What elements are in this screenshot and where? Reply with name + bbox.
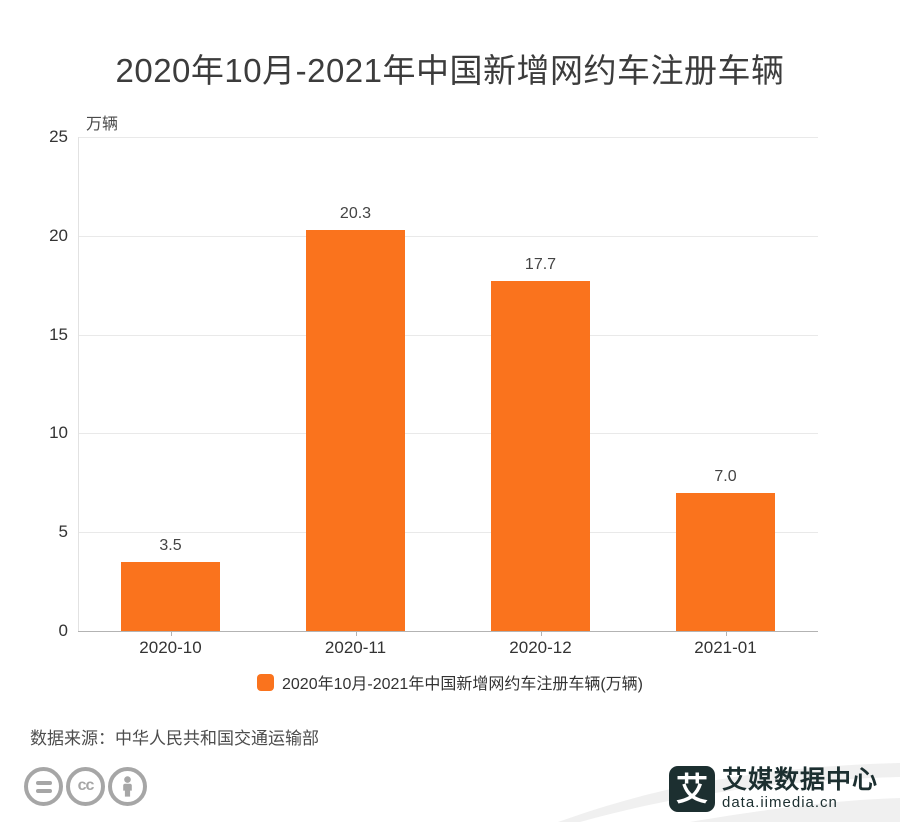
x-axis-line (78, 631, 818, 632)
bar-value-label: 3.5 (159, 536, 182, 554)
equals-icon[interactable] (24, 767, 63, 806)
bar-value-label: 20.3 (339, 204, 372, 222)
gridline (78, 532, 818, 534)
license-icons: cc (24, 767, 147, 806)
x-axis-tick (725, 631, 727, 636)
x-axis-tick (170, 631, 172, 636)
bar-2020-10[interactable] (121, 561, 220, 631)
gridline (78, 137, 818, 138)
legend[interactable]: 2020年10月-2021年中国新增网约车注册车辆(万辆) (0, 670, 900, 694)
x-axis-label-2020-11: 2020-11 (324, 638, 387, 657)
brand-glyph-icon: 艾 (668, 766, 715, 812)
legend-label: 2020年10月-2021年中国新增网约车注册车辆(万辆) (282, 676, 643, 693)
bar-2021-01[interactable] (676, 492, 775, 631)
attribution-person-icon[interactable] (108, 767, 147, 806)
bar-value-label: 17.7 (524, 256, 557, 274)
y-axis-tick-label: 20 (49, 225, 68, 245)
x-axis-label-2021-01: 2021-01 (694, 638, 757, 657)
x-axis-tick (355, 631, 357, 636)
footer-swoosh-decoration (558, 763, 900, 822)
y-axis-tick-label: 25 (49, 127, 68, 146)
gridline (78, 235, 818, 237)
y-axis-unit-label: 万辆 (86, 116, 119, 133)
x-axis-label-2020-12: 2020-12 (509, 638, 572, 657)
bar-2020-12[interactable] (491, 281, 590, 631)
cc-icon[interactable]: cc (66, 767, 105, 806)
data-source-note: 数据来源：中华人民共和国交通运输部 (30, 729, 319, 748)
y-axis-tick-label: 5 (58, 522, 68, 542)
y-axis-tick-label: 15 (49, 324, 68, 344)
brand-name: 艾媒数据中心 (721, 765, 878, 794)
legend-marker-icon (257, 673, 274, 691)
bar-value-label: 7.0 (714, 467, 737, 485)
brand-url: data.iimedia.cn (721, 794, 838, 812)
x-axis-tick (540, 631, 542, 636)
gridline (78, 433, 818, 435)
y-axis-tick-label: 10 (49, 423, 68, 443)
y-axis-tick-label: 0 (58, 621, 68, 640)
bar-2020-11[interactable] (306, 229, 405, 631)
x-axis-label-2020-10: 2020-10 (139, 638, 202, 657)
brand-logo[interactable]: 艾 艾媒数据中心 data.iimedia.cn (668, 765, 878, 812)
y-axis-line (78, 137, 79, 631)
page-title: 2020年10月-2021年中国新增网约车注册车辆 (115, 52, 785, 89)
gridline (78, 334, 818, 336)
